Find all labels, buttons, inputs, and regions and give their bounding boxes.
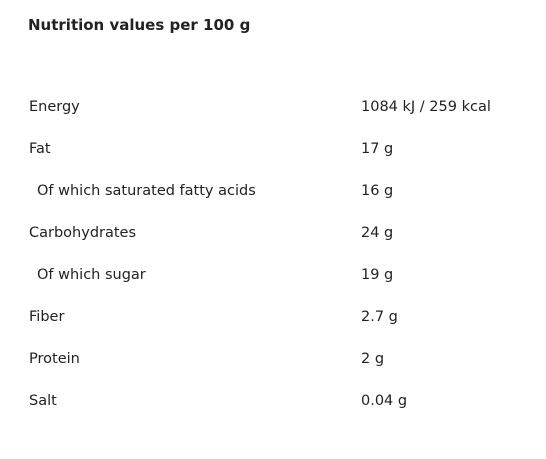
nutrient-value: 24 g	[361, 225, 394, 241]
nutrient-value: 2 g	[361, 351, 385, 367]
nutrient-value: 2.7 g	[361, 309, 398, 325]
table-row: Protein 2 g	[0, 351, 546, 393]
table-row: Energy 1084 kJ / 259 kcal	[0, 99, 546, 141]
nutrient-name: Energy	[29, 99, 80, 115]
nutrient-name: Fat	[29, 141, 51, 157]
nutrient-value: 0.04 g	[361, 393, 408, 409]
nutrient-value: 1084 kJ / 259 kcal	[361, 99, 491, 115]
nutrient-name: Protein	[29, 351, 80, 367]
nutrient-value: 17 g	[361, 141, 394, 157]
nutrient-name: Salt	[29, 393, 57, 409]
nutrient-name: Of which sugar	[37, 267, 146, 283]
table-row: Carbohydrates 24 g	[0, 225, 546, 267]
nutrient-name: Carbohydrates	[29, 225, 137, 241]
table-row: Salt 0.04 g	[0, 393, 546, 435]
title: Nutrition values per 100 g	[28, 16, 251, 34]
nutrient-name: Of which saturated fatty acids	[37, 183, 256, 199]
nutrient-name: Fiber	[29, 309, 65, 325]
nutrient-value: 16 g	[361, 183, 394, 199]
table-row: Of which sugar 19 g	[0, 267, 546, 309]
nutrient-value: 19 g	[361, 267, 394, 283]
table-row: Fat 17 g	[0, 141, 546, 183]
table-row: Of which saturated fatty acids 16 g	[0, 183, 546, 225]
table-row: Fiber 2.7 g	[0, 309, 546, 351]
